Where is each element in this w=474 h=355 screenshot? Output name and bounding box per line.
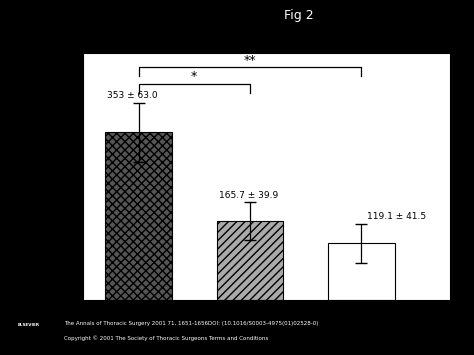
Text: 119.1 ± 41.5: 119.1 ± 41.5 xyxy=(367,212,426,221)
Text: Fig 2: Fig 2 xyxy=(284,9,313,22)
Bar xyxy=(105,132,172,300)
Text: **: ** xyxy=(244,54,256,66)
Text: 353 ± 63.0: 353 ± 63.0 xyxy=(108,91,158,100)
Text: 165.7 ± 39.9: 165.7 ± 39.9 xyxy=(219,191,278,200)
Bar xyxy=(217,222,283,300)
Text: The Annals of Thoracic Surgery 2001 71, 1651-1656DOI: (10.1016/S0003-4975(01)025: The Annals of Thoracic Surgery 2001 71, … xyxy=(64,321,319,326)
Text: Copyright © 2001 The Society of Thoracic Surgeons Terms and Conditions: Copyright © 2001 The Society of Thoracic… xyxy=(64,335,268,341)
Bar xyxy=(328,244,395,300)
Text: ELSEVIER: ELSEVIER xyxy=(18,323,39,327)
Y-axis label: Mean Arterial PO2 (mmHg): Mean Arterial PO2 (mmHg) xyxy=(39,106,49,247)
Text: *: * xyxy=(191,70,197,83)
